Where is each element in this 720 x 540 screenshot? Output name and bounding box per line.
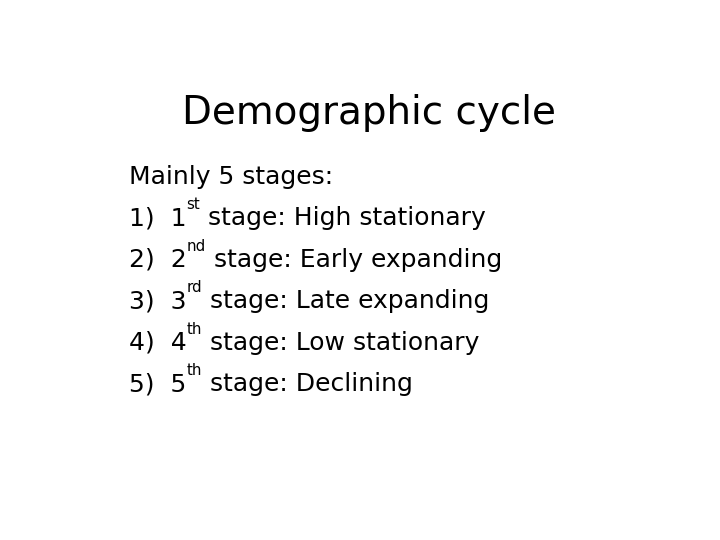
- Text: 1)  1: 1) 1: [129, 206, 186, 230]
- Text: stage: Low stationary: stage: Low stationary: [202, 331, 480, 355]
- Text: stage: Declining: stage: Declining: [202, 373, 413, 396]
- Text: Mainly 5 stages:: Mainly 5 stages:: [129, 165, 333, 188]
- Text: stage: Early expanding: stage: Early expanding: [206, 248, 503, 272]
- Text: st: st: [186, 197, 200, 212]
- Text: 3)  3: 3) 3: [129, 289, 186, 313]
- Text: 4)  4: 4) 4: [129, 331, 186, 355]
- Text: nd: nd: [186, 239, 206, 254]
- Text: 5)  5: 5) 5: [129, 373, 186, 396]
- Text: rd: rd: [186, 280, 202, 295]
- Text: stage: High stationary: stage: High stationary: [200, 206, 486, 230]
- Text: th: th: [186, 322, 202, 337]
- Text: stage: Late expanding: stage: Late expanding: [202, 289, 490, 313]
- Text: Demographic cycle: Demographic cycle: [182, 94, 556, 132]
- Text: th: th: [186, 363, 202, 379]
- Text: 2)  2: 2) 2: [129, 248, 186, 272]
